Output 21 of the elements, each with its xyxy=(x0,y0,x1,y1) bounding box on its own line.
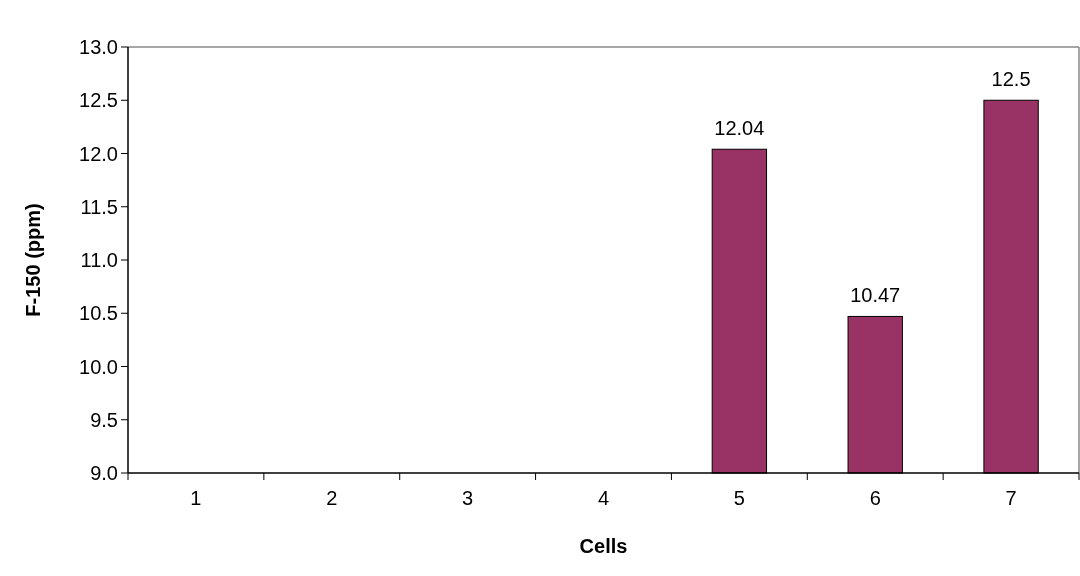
x-tick-label: 4 xyxy=(597,487,610,509)
x-tick-label: 3 xyxy=(462,487,474,509)
x-tick-label: 7 xyxy=(1005,487,1017,509)
y-tick-label: 10.5 xyxy=(79,302,118,325)
data-label: 10.47 xyxy=(850,284,901,307)
x-tick-label: 2 xyxy=(326,487,338,509)
y-axis-title: F-150 (ppm) xyxy=(22,203,44,317)
x-tick-label: 5 xyxy=(733,487,745,509)
y-tick-label: 11.0 xyxy=(80,249,118,271)
data-label: 12.5 xyxy=(991,68,1031,91)
y-tick-label: 10.0 xyxy=(79,355,118,378)
y-tick-label: 12.5 xyxy=(79,89,118,112)
x-tick-label: 6 xyxy=(869,487,881,509)
y-tick-label: 13.0 xyxy=(79,36,118,58)
x-tick-label: 1 xyxy=(190,487,202,509)
y-tick-label: 12.0 xyxy=(79,142,118,165)
data-label: 12.04 xyxy=(714,117,765,140)
y-tick-label: 9.0 xyxy=(90,462,118,484)
y-tick-label: 9.5 xyxy=(90,408,118,431)
y-tick-label: 11.5 xyxy=(80,195,118,218)
x-axis-title: Cells xyxy=(579,535,628,557)
